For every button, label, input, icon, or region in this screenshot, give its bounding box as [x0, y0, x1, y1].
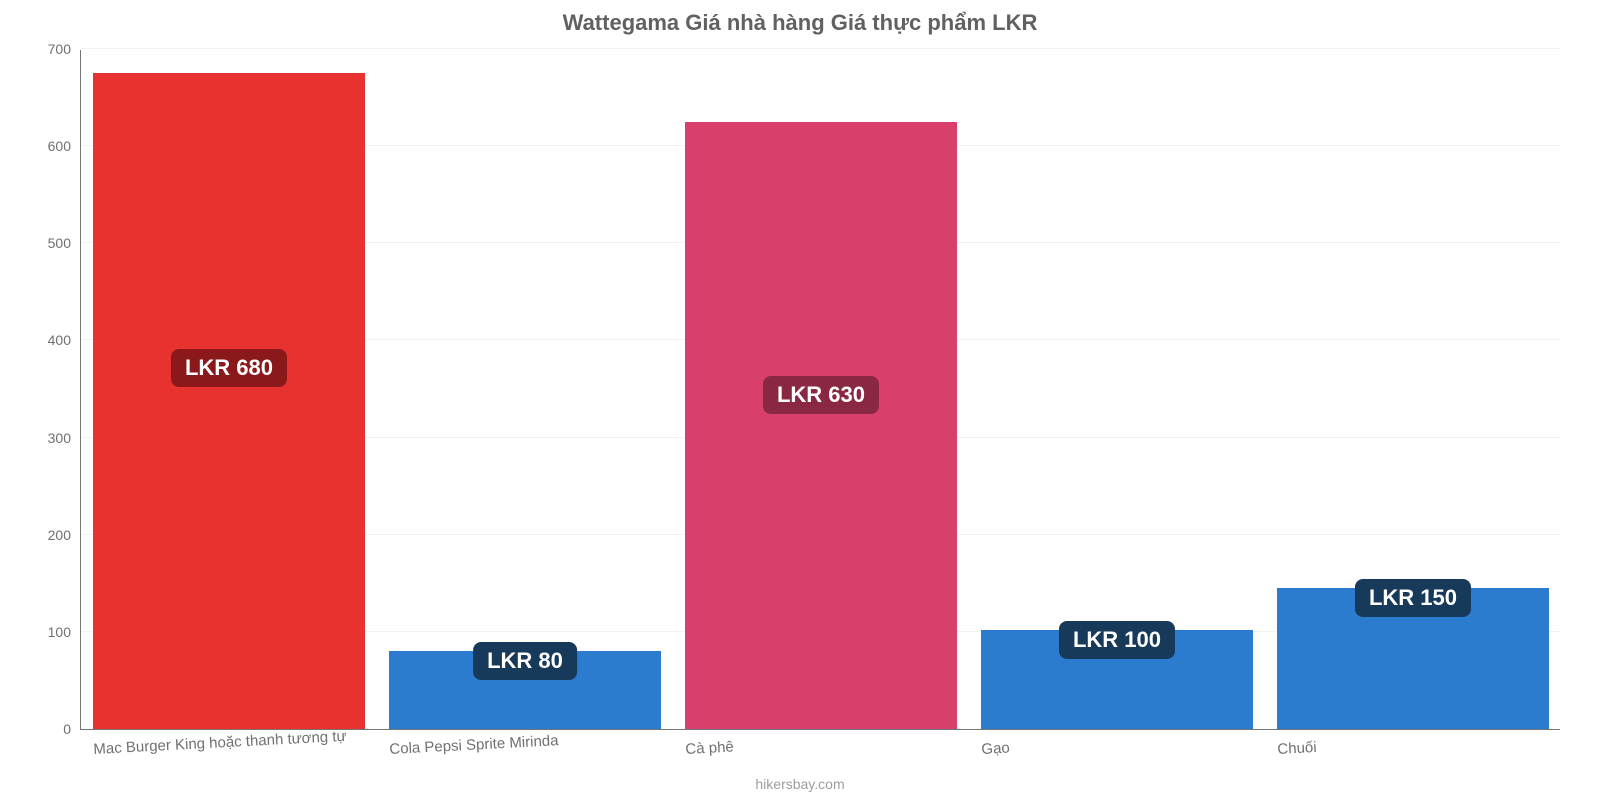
gridline	[81, 48, 1560, 49]
bar-value-label: LKR 80	[473, 642, 577, 680]
chart-container: Wattegama Giá nhà hàng Giá thực phẩm LKR…	[0, 0, 1600, 800]
ytick-label: 500	[48, 235, 71, 251]
bar	[685, 122, 957, 729]
ytick-label: 600	[48, 138, 71, 154]
xtick-label: Cà phê	[685, 738, 734, 758]
plot-area: 0100200300400500600700LKR 680Mac Burger …	[80, 50, 1560, 730]
ytick-label: 0	[63, 721, 71, 737]
bar-value-label: LKR 680	[171, 349, 287, 387]
xtick-label: Mac Burger King hoặc thanh tương tự	[93, 728, 347, 758]
bar	[93, 73, 365, 729]
ytick-label: 300	[48, 430, 71, 446]
ytick-label: 700	[48, 41, 71, 57]
xtick-label: Chuối	[1277, 739, 1317, 758]
chart-title: Wattegama Giá nhà hàng Giá thực phẩm LKR	[0, 10, 1600, 36]
xtick-label: Cola Pepsi Sprite Mirinda	[389, 732, 559, 758]
ytick-label: 100	[48, 624, 71, 640]
bar-value-label: LKR 630	[763, 376, 879, 414]
bar-value-label: LKR 100	[1059, 621, 1175, 659]
bar-value-label: LKR 150	[1355, 579, 1471, 617]
ytick-label: 200	[48, 527, 71, 543]
attribution-text: hikersbay.com	[0, 776, 1600, 792]
ytick-label: 400	[48, 332, 71, 348]
xtick-label: Gạo	[981, 740, 1010, 758]
